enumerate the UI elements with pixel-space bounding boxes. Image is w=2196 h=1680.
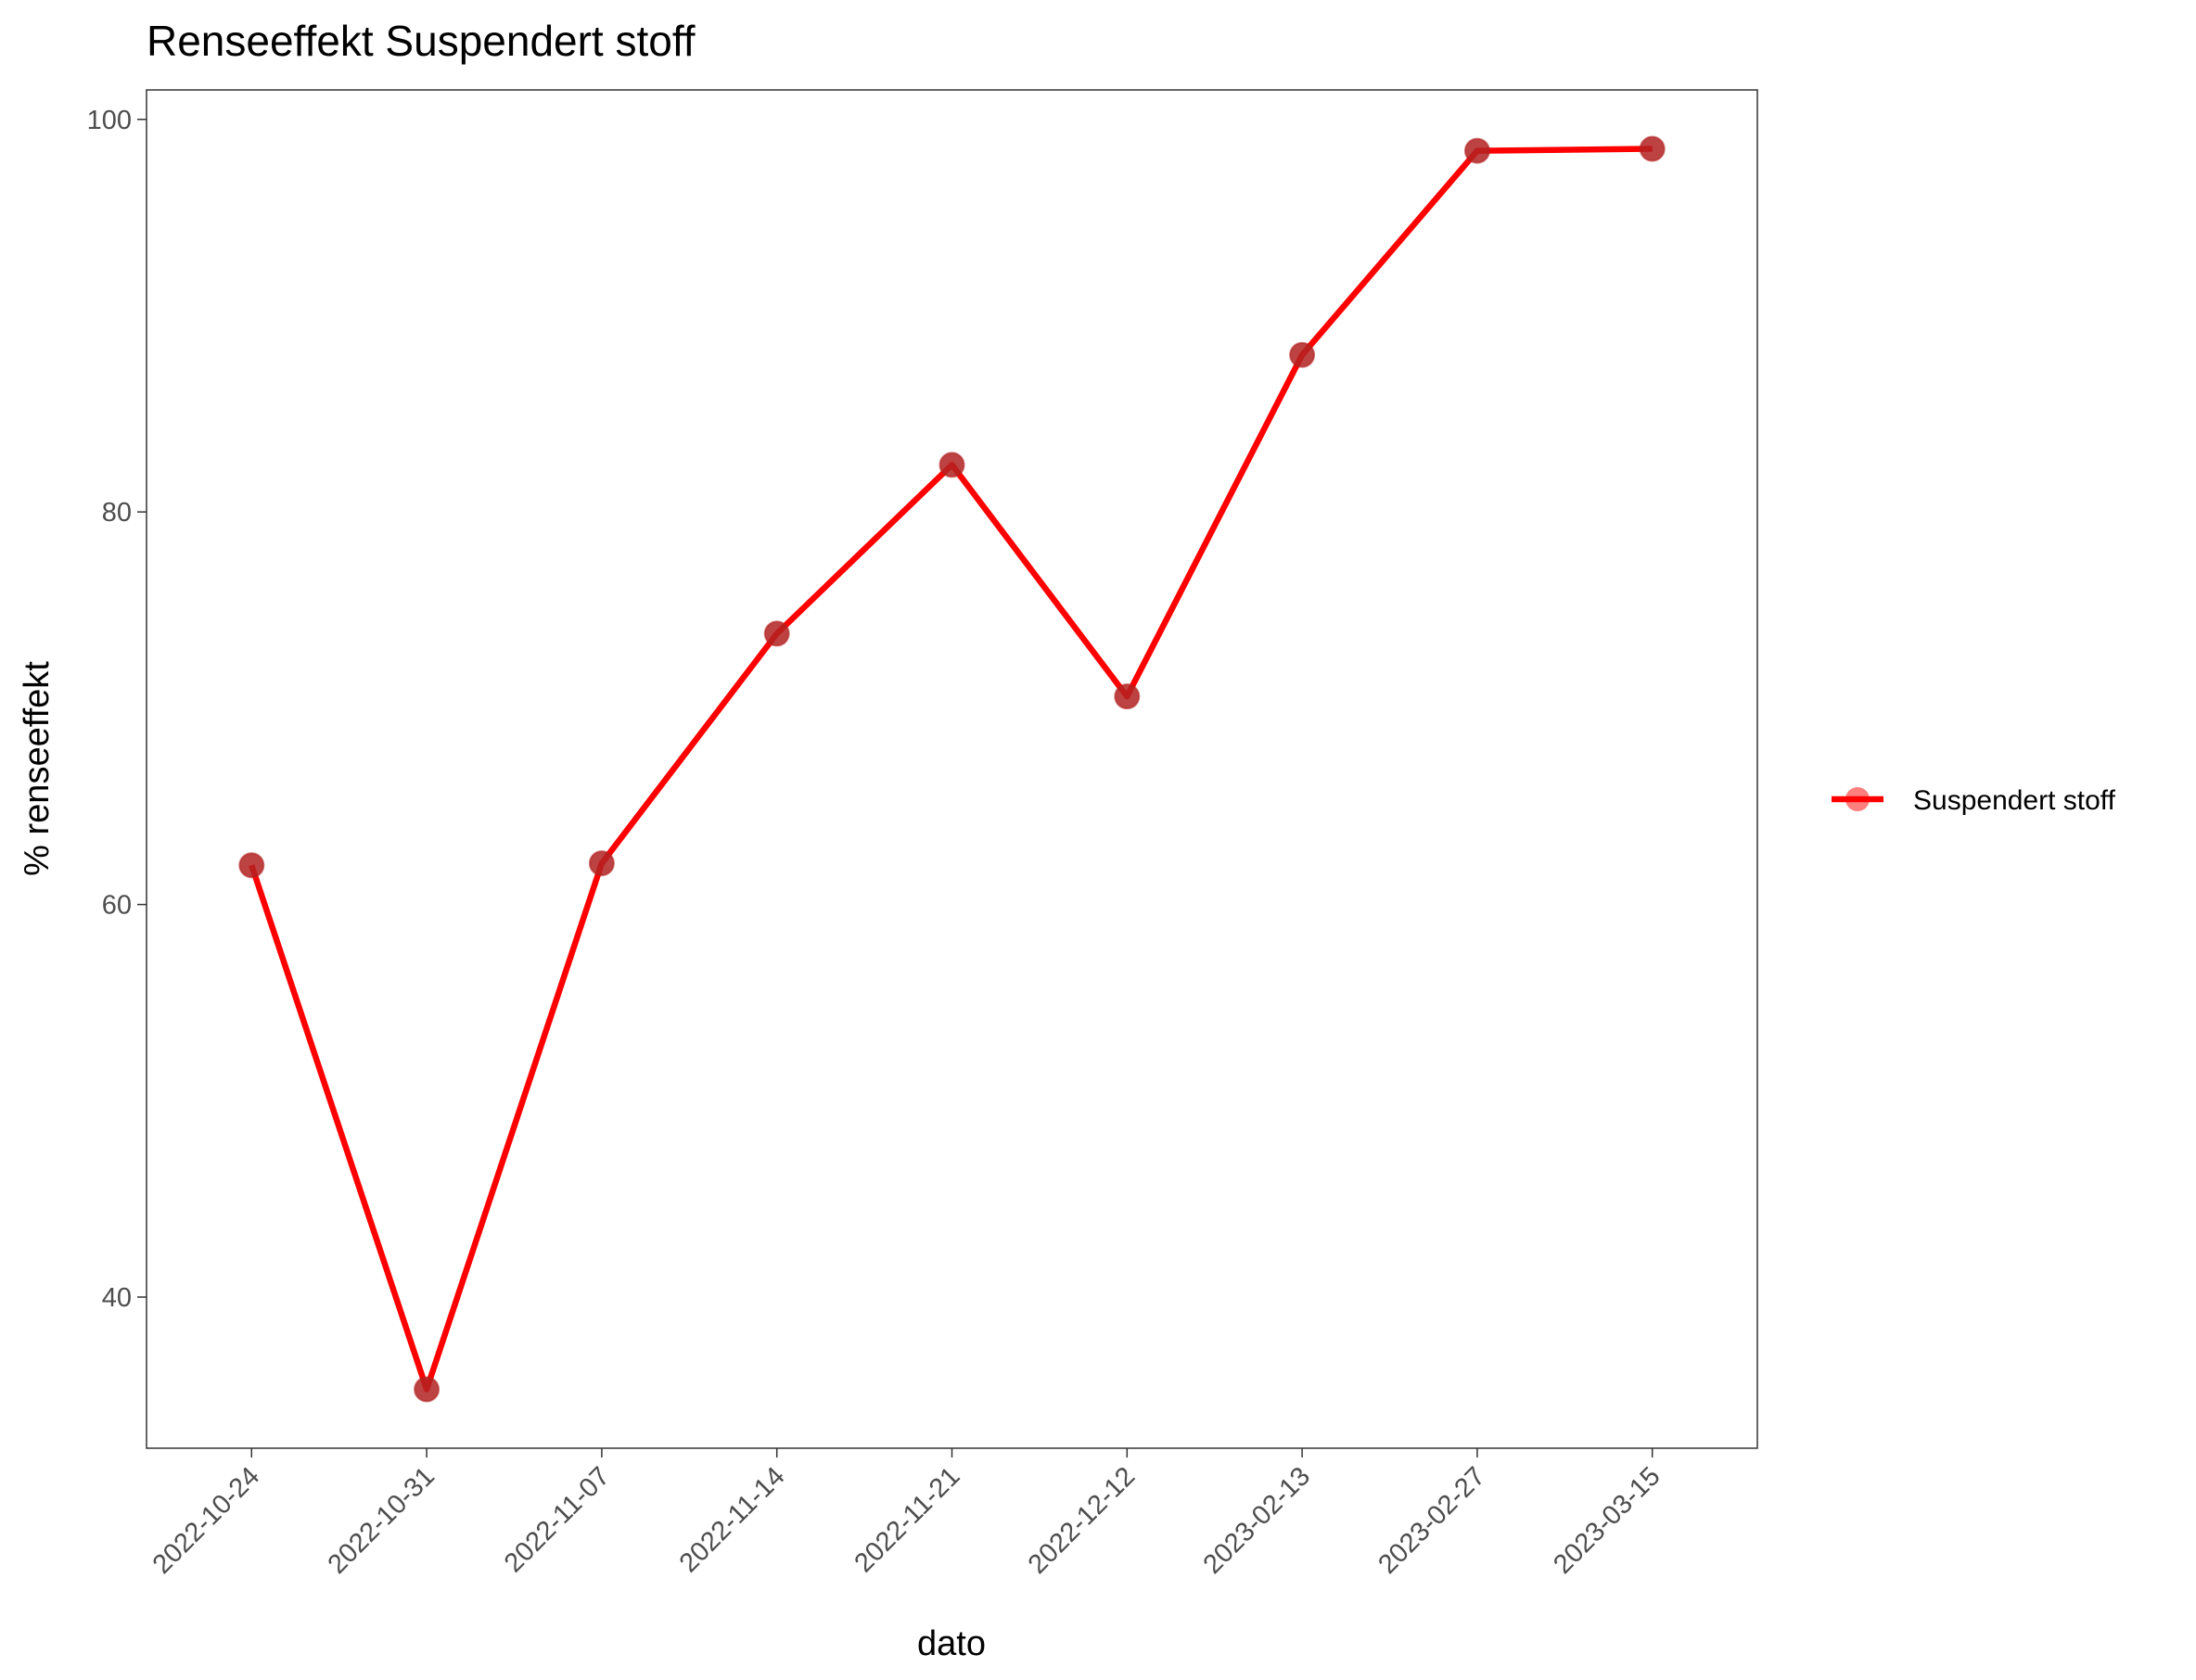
data-point xyxy=(238,852,265,879)
legend: Suspendert stoff xyxy=(1832,785,2116,816)
data-point xyxy=(763,620,790,647)
y-tick-label: 100 xyxy=(87,106,132,135)
y-tick-label: 80 xyxy=(102,498,132,528)
data-point xyxy=(938,452,965,478)
y-axis: 40 60 80 100 xyxy=(87,106,147,1313)
data-point xyxy=(1463,137,1490,164)
y-tick-label: 40 xyxy=(102,1283,132,1313)
data-point xyxy=(1114,683,1141,710)
chart-title: Renseeffekt Suspendert stoff xyxy=(147,17,696,65)
data-point xyxy=(588,850,615,877)
series-layer xyxy=(238,135,1666,1403)
legend-key-marker xyxy=(1845,787,1870,811)
plot-panel xyxy=(146,89,1758,1449)
legend-label: Suspendert stoff xyxy=(1913,785,2116,816)
data-point xyxy=(1289,341,1316,368)
data-point xyxy=(414,1376,440,1403)
x-axis-title: dato xyxy=(917,1624,986,1663)
y-axis-title: % renseeffekt xyxy=(18,661,57,876)
y-tick-label: 60 xyxy=(102,891,132,921)
data-point xyxy=(1639,135,1666,162)
